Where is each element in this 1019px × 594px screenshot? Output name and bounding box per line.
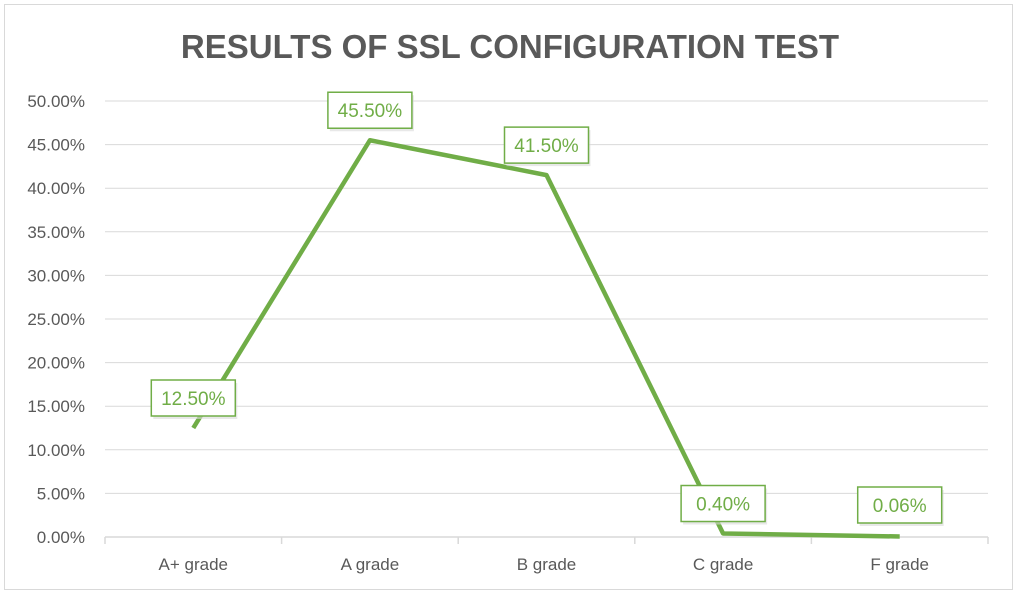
y-tick-label: 50.00%: [27, 92, 85, 111]
y-tick-label: 45.00%: [27, 136, 85, 155]
x-tick-label: A grade: [341, 555, 400, 574]
y-tick-label: 40.00%: [27, 179, 85, 198]
y-axis-ticks: 0.00% 5.00% 10.00% 15.00% 20.00% 25.00% 30.00%…: [27, 92, 85, 547]
x-tick-label: B grade: [517, 555, 577, 574]
x-tick-label: C grade: [693, 555, 753, 574]
y-tick-label: 5.00%: [37, 484, 85, 503]
data-labels: 12.50% 45.50% 41.50% 0.40% 0.06%: [150, 91, 944, 526]
y-tick-label: 15.00%: [27, 397, 85, 416]
series-layer: [191, 137, 900, 539]
chart-title: RESULTS OF SSL CONFIGURATION TEST: [181, 28, 839, 65]
y-tick-label: 20.00%: [27, 354, 85, 373]
series-line: [191, 137, 900, 539]
data-label: 0.06%: [856, 486, 944, 526]
x-tick-label: F grade: [870, 555, 929, 574]
data-label: 0.40%: [680, 484, 768, 525]
data-label: 12.50%: [150, 379, 238, 419]
data-label: 41.50%: [503, 126, 591, 167]
chart-frame: [4, 4, 1013, 590]
data-label-text: 12.50%: [161, 389, 226, 410]
y-tick-label: 25.00%: [27, 310, 85, 329]
y-tick-label: 10.00%: [27, 441, 85, 460]
y-tick-label: 30.00%: [27, 266, 85, 285]
data-label-text: 0.40%: [696, 495, 750, 516]
x-tick-label: A+ grade: [159, 555, 228, 574]
y-tick-label: 0.00%: [37, 528, 85, 547]
data-label-text: 41.50%: [514, 136, 579, 157]
y-tick-label: 35.00%: [27, 223, 85, 242]
data-label-text: 45.50%: [338, 101, 403, 122]
x-axis-ticks: A+ grade A grade B grade C grade F grade: [104, 537, 989, 574]
data-label-text: 0.06%: [873, 496, 927, 517]
data-label: 45.50%: [327, 91, 414, 132]
